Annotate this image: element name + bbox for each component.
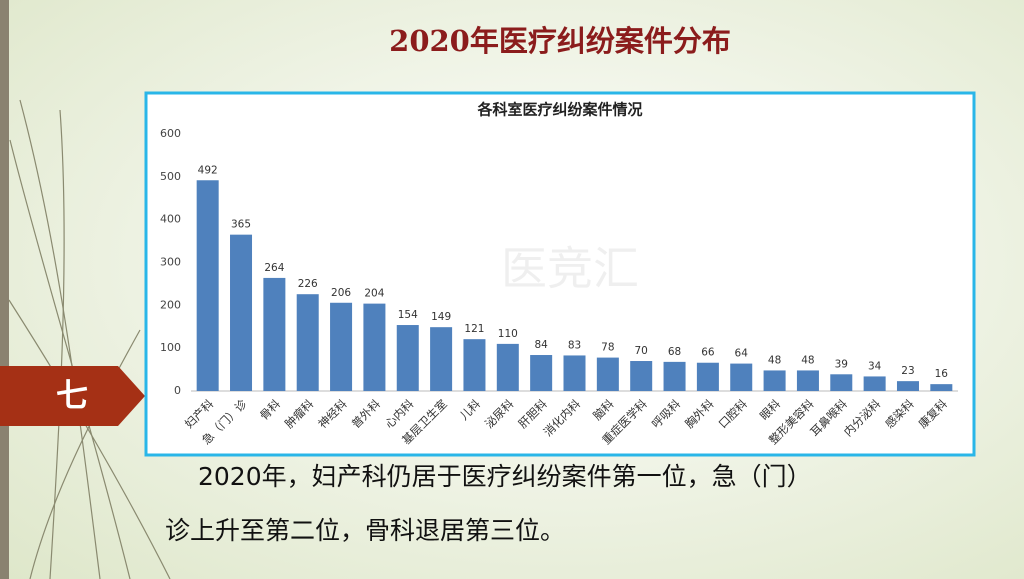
bar bbox=[663, 361, 686, 391]
body-line: 2020年，妇产科仍居于医疗纠纷案件第一位，急（门） bbox=[198, 462, 812, 491]
data-label: 492 bbox=[198, 164, 218, 176]
watermark: 医竞汇 bbox=[501, 242, 639, 296]
bar bbox=[296, 294, 319, 391]
data-label: 70 bbox=[635, 345, 648, 357]
data-label: 48 bbox=[801, 354, 814, 366]
bar bbox=[563, 355, 586, 391]
data-label: 149 bbox=[431, 311, 451, 323]
bar bbox=[396, 325, 419, 391]
data-label: 66 bbox=[701, 347, 715, 359]
y-tick-label: 400 bbox=[160, 213, 181, 226]
y-tick-label: 300 bbox=[160, 256, 181, 269]
bar bbox=[596, 357, 619, 391]
data-label: 64 bbox=[735, 348, 749, 360]
section-banner bbox=[0, 366, 145, 426]
bar bbox=[330, 302, 353, 391]
data-label: 39 bbox=[835, 358, 848, 370]
data-label: 23 bbox=[901, 365, 914, 377]
data-label: 16 bbox=[935, 368, 949, 380]
data-label: 204 bbox=[364, 288, 384, 300]
data-label: 84 bbox=[534, 339, 548, 351]
y-tick-label: 100 bbox=[160, 341, 181, 354]
data-label: 226 bbox=[298, 278, 318, 290]
data-label: 121 bbox=[464, 323, 484, 335]
slide-title: 2020年医疗纠纷案件分布 bbox=[389, 24, 731, 58]
data-label: 110 bbox=[498, 328, 518, 340]
y-tick-label: 600 bbox=[160, 127, 181, 140]
data-label: 206 bbox=[331, 287, 351, 299]
data-label: 48 bbox=[768, 354, 781, 366]
bar bbox=[830, 374, 853, 391]
bar bbox=[230, 234, 253, 391]
bar bbox=[530, 355, 553, 391]
bar bbox=[196, 180, 219, 391]
bar bbox=[630, 361, 653, 391]
y-tick-label: 0 bbox=[174, 384, 181, 397]
y-tick-label: 200 bbox=[160, 298, 181, 311]
section-number: 七 bbox=[56, 376, 88, 414]
chart-frame bbox=[144, 91, 976, 457]
bar bbox=[463, 339, 486, 391]
decoration bbox=[8, 99, 171, 579]
data-label: 78 bbox=[601, 342, 614, 354]
bar bbox=[730, 363, 753, 391]
bar bbox=[863, 376, 886, 391]
bar bbox=[930, 384, 953, 391]
data-label: 68 bbox=[668, 346, 681, 358]
bar bbox=[430, 327, 453, 391]
chart-title: 各科室医疗纠纷案件情况 bbox=[476, 101, 642, 119]
data-label: 83 bbox=[568, 339, 581, 351]
data-label: 264 bbox=[264, 262, 284, 274]
body-line: 诊上升至第二位，骨科退居第三位。 bbox=[165, 516, 565, 545]
data-label: 154 bbox=[398, 309, 418, 321]
data-label: 365 bbox=[231, 219, 251, 231]
bar bbox=[496, 343, 519, 391]
bar bbox=[696, 362, 719, 391]
bar bbox=[263, 277, 286, 391]
left-stripe bbox=[0, 0, 9, 579]
data-label: 34 bbox=[868, 360, 882, 372]
bar bbox=[763, 370, 786, 391]
bar bbox=[796, 370, 819, 391]
y-tick-label: 500 bbox=[160, 170, 181, 183]
bar bbox=[363, 303, 386, 391]
bar bbox=[896, 381, 919, 391]
